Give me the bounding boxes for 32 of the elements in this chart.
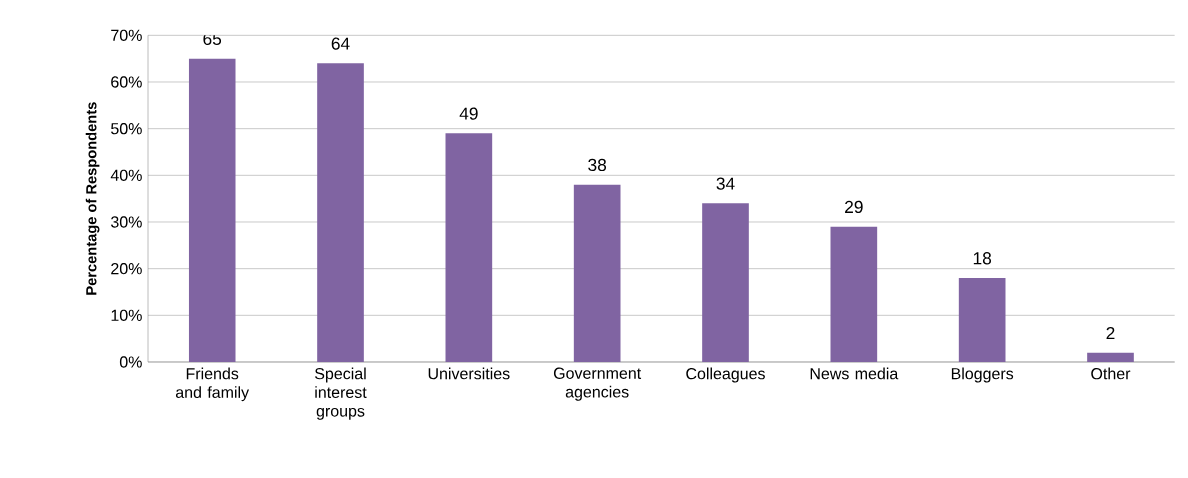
y-tick-label: 40% (110, 169, 142, 181)
x-tick-label: Bloggers (951, 367, 1014, 383)
data-label: 38 (588, 158, 607, 172)
data-label: 64 (331, 37, 350, 50)
x-tick-label: Colleagues (686, 367, 765, 383)
x-tick-label: News media (810, 367, 899, 380)
bar (958, 277, 1006, 362)
y-tick-label: 0% (119, 356, 142, 368)
y-tick-label: 30% (111, 216, 142, 228)
bar (830, 226, 878, 362)
x-tick-label: Special interest groups (315, 367, 367, 420)
bar (317, 63, 364, 362)
x-tick-label: Other (1091, 367, 1131, 380)
bar (188, 58, 236, 362)
data-label: 34 (716, 177, 735, 190)
bar (1087, 352, 1134, 362)
x-tick-label: Government agencies (553, 367, 642, 401)
data-label: 2 (1106, 326, 1115, 340)
y-tick-label: 70% (111, 29, 142, 41)
y-tick-label: 10% (111, 309, 142, 321)
bar (573, 184, 621, 362)
x-tick-label: Friends and family (175, 367, 250, 402)
data-label: 29 (845, 200, 863, 214)
x-tick-label: Universities (428, 367, 510, 380)
y-tick-label: 50% (111, 123, 142, 135)
bar (445, 133, 493, 362)
y-tick-label: 60% (111, 76, 142, 88)
y-tick-label: 20% (111, 263, 142, 275)
data-label: 18 (973, 252, 992, 265)
y-axis-title: Percentage of Respondents (85, 102, 100, 295)
bar (702, 203, 749, 362)
data-label: 49 (459, 107, 478, 120)
